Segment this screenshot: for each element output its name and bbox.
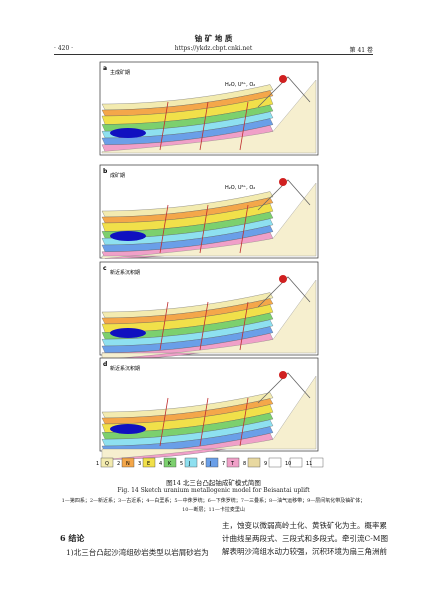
legend-number: 8 (243, 461, 246, 467)
oil-zone (110, 328, 146, 338)
panel-title: 新近系沉积期 (110, 365, 140, 372)
panel-title: 成矿期 (110, 172, 125, 179)
legend-number: 3 (138, 461, 141, 467)
legend-number: 9 (264, 461, 267, 467)
uplift-marker (279, 75, 287, 83)
legend-number: 2 (117, 461, 120, 467)
legend-label: N (126, 461, 130, 467)
legend-swatch (100, 457, 114, 468)
line: 计曲线呈两段式、三段式和多段式。牵引流C-M图 (222, 534, 388, 543)
panel-letter: b (103, 168, 108, 175)
uplift-marker (279, 178, 287, 186)
legend-number: 5 (180, 461, 183, 467)
fault (159, 101, 169, 151)
panel-letter: c (103, 265, 107, 272)
legend-label: J (209, 461, 211, 467)
fault (199, 204, 209, 254)
panel-title: 新近系沉积期 (110, 269, 140, 276)
journal: 铀 矿 地 质 (194, 34, 233, 43)
panel-letter: d (103, 361, 107, 368)
fault (239, 204, 249, 254)
legend-swatch (121, 457, 135, 468)
legend-number: 10 (285, 461, 291, 467)
mountain (257, 276, 311, 308)
legend-number: 1 (96, 461, 99, 467)
legend-swatch (289, 457, 303, 468)
body-text: 主，蚀变以微弱高岭土化、黄铁矿化为主。概率累 计曲线呈两段式、三段式和多段式。牵… (222, 519, 388, 558)
caption-en: Fig. 14 Sketch uranium metallogenic mode… (117, 487, 310, 494)
fault (239, 301, 249, 351)
legend-number: 6 (201, 461, 204, 467)
legend-swatch (268, 457, 282, 468)
line: 解表明沙湾组水动力较强，沉积环境为扇三角洲前 (222, 547, 387, 556)
panel-letter: a (103, 65, 107, 72)
basement (101, 375, 317, 460)
oil-zone (110, 128, 146, 138)
basement (101, 279, 317, 360)
fault (199, 397, 209, 447)
volume: 第 41 卷 (349, 47, 373, 54)
panel-annotation: H₂O, U⁶⁺, O₂ (225, 185, 255, 191)
fault (159, 204, 169, 254)
legend-label: K (168, 461, 172, 467)
uplift-marker (279, 275, 287, 283)
basement (101, 182, 317, 259)
uplift-marker (279, 371, 287, 379)
legend-swatch (247, 457, 261, 468)
page-number: · 420 · (54, 45, 74, 52)
legend-swatch (163, 457, 177, 468)
legend-swatch (142, 457, 156, 468)
legend-label: T (230, 461, 235, 467)
legend-label: J (188, 461, 190, 467)
section-heading: 6 结论 (60, 533, 85, 543)
legend-number: 11 (306, 461, 312, 467)
fault (239, 397, 249, 447)
basement (101, 79, 317, 154)
fault (239, 101, 249, 151)
mountain (257, 76, 311, 108)
line: 主，蚀变以微弱高岭土化、黄铁矿化为主。概率累 (222, 521, 387, 530)
legend-number: 7 (222, 461, 225, 467)
fault (199, 301, 209, 351)
panel-annotation: H₂O, U⁶⁺, O₂ (225, 82, 255, 88)
fault (159, 301, 169, 351)
oil-zone (110, 231, 146, 241)
body-text: 1)北三台凸起沙湾组砂岩类型以岩屑砂岩为 (66, 548, 209, 557)
caption-cn: 图14 北三台凸起铀成矿模式简图 (166, 479, 261, 487)
legend-swatch (205, 457, 219, 468)
legend-number: 4 (159, 461, 162, 467)
mountain (257, 372, 311, 404)
oil-zone (110, 424, 146, 434)
fault (199, 101, 209, 151)
mountain (257, 179, 311, 211)
legend-label: Q (105, 461, 109, 467)
fault (159, 397, 169, 447)
legend-swatch (226, 457, 240, 468)
legend-note: 1—第四系；2—新近系；3—古近系；4—白垩系；5—中侏罗统；6—下侏罗统；7—… (61, 498, 366, 504)
legend-swatch (310, 457, 324, 468)
url: https://ykdz.cbpt.cnki.net (174, 45, 253, 52)
panel-title: 主成矿期 (110, 69, 130, 76)
legend-note: 10—断层；11—卡拉麦里山 (182, 507, 245, 513)
header-rule (54, 54, 373, 55)
legend-label: E (147, 461, 150, 467)
legend-swatch (184, 457, 198, 468)
